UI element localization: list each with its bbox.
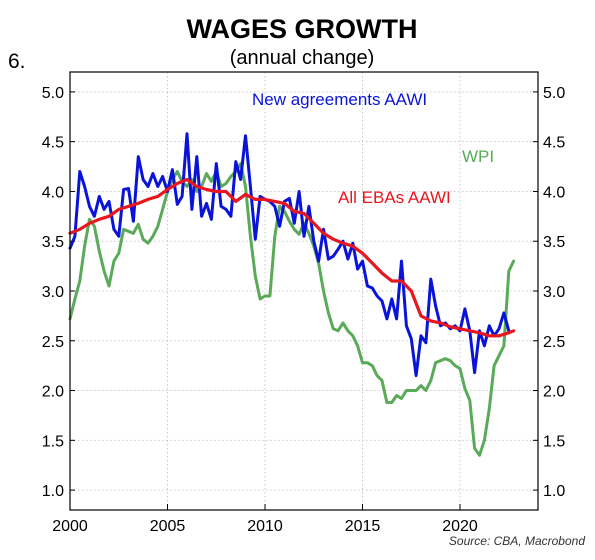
y-tick-label-right: 2.0: [543, 384, 565, 401]
y-tick-label-right: 1.0: [543, 483, 565, 500]
chart-subtitle: (annual change): [230, 47, 375, 69]
y-tick-label-right: 1.5: [543, 433, 565, 450]
y-tick-label-left: 3.5: [42, 234, 64, 251]
figure-number: 6.: [8, 50, 26, 73]
x-tick-label: 2015: [345, 518, 381, 535]
x-tick-label: 2005: [150, 518, 186, 535]
series-lines: [68, 132, 516, 457]
gridlines: [69, 72, 538, 510]
y-tick-label-right: 3.5: [543, 234, 565, 251]
series-new-agreements-aawi: [68, 132, 511, 378]
x-tick-label: 2020: [442, 518, 478, 535]
legend-label-new-agreements: New agreements AAWI: [252, 90, 427, 109]
series-all-ebas-aawi: [68, 177, 516, 338]
y-tick-label-left: 3.0: [42, 284, 64, 301]
y-tick-label-right: 4.0: [543, 184, 565, 201]
x-tick-label: 2000: [52, 518, 88, 535]
x-tick-label: 2010: [247, 518, 283, 535]
y-tick-label-right: 5.0: [543, 85, 565, 102]
y-tick-label-left: 2.0: [42, 384, 64, 401]
x-axis-ticks: 2000 2005 2010 2015 2020: [52, 504, 478, 535]
y-tick-label-left: 5.0: [42, 85, 64, 102]
y-tick-label-left: 4.5: [42, 135, 64, 152]
y-tick-label-right: 3.0: [543, 284, 565, 301]
legend-label-all-ebas: All EBAs AAWI: [338, 188, 451, 207]
chart-title: WAGES GROWTH: [187, 14, 418, 44]
y-tick-label-left: 2.5: [42, 334, 64, 351]
y-axis-right-ticks: 1.0 1.5 2.0 2.5 3.0 3.5 4.0 4.5 5.0: [533, 85, 565, 500]
source-note: Source: CBA, Macrobond: [449, 534, 585, 548]
y-tick-label-left: 1.5: [42, 433, 64, 450]
y-tick-label-right: 2.5: [543, 334, 565, 351]
series-wpi: [68, 162, 516, 457]
legend-label-wpi: WPI: [462, 147, 494, 166]
y-tick-label-left: 1.0: [42, 483, 64, 500]
y-tick-label-right: 4.5: [543, 135, 565, 152]
y-tick-label-left: 4.0: [42, 184, 64, 201]
y-axis-left-ticks: 1.0 1.5 2.0 2.5 3.0 3.5 4.0 4.5 5.0: [42, 85, 75, 500]
plot-frame: [69, 71, 539, 511]
